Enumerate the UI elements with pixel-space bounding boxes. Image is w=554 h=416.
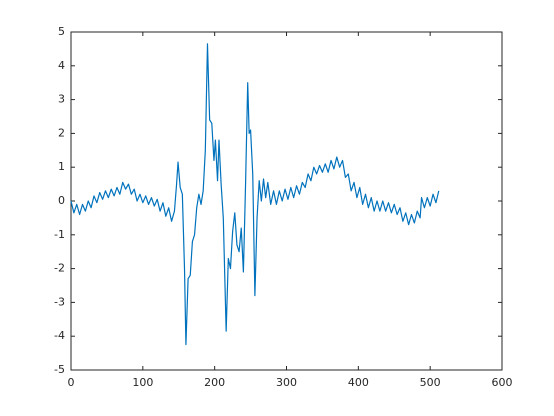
y-tick-label: 3 [58,93,65,106]
axes-box [70,31,503,371]
x-tick-label: 200 [204,376,225,389]
x-tick-label: 600 [492,376,513,389]
y-tick-label: -5 [54,363,65,376]
x-tick-label: 0 [68,376,75,389]
y-tick-label: 2 [58,126,65,139]
y-tick-label: 4 [58,59,65,72]
y-tick-label: 0 [58,194,65,207]
x-tick-label: 400 [348,376,369,389]
y-tick-label: 5 [58,25,65,38]
y-tick-label: -2 [54,262,65,275]
y-tick-label: -4 [54,329,65,342]
x-tick-label: 500 [420,376,441,389]
data-line [70,43,440,346]
y-tick-label: 1 [58,160,65,173]
y-tick-label: -3 [54,295,65,308]
y-tick-label: -1 [54,228,65,241]
x-tick-label: 300 [276,376,297,389]
x-tick-label: 100 [132,376,153,389]
